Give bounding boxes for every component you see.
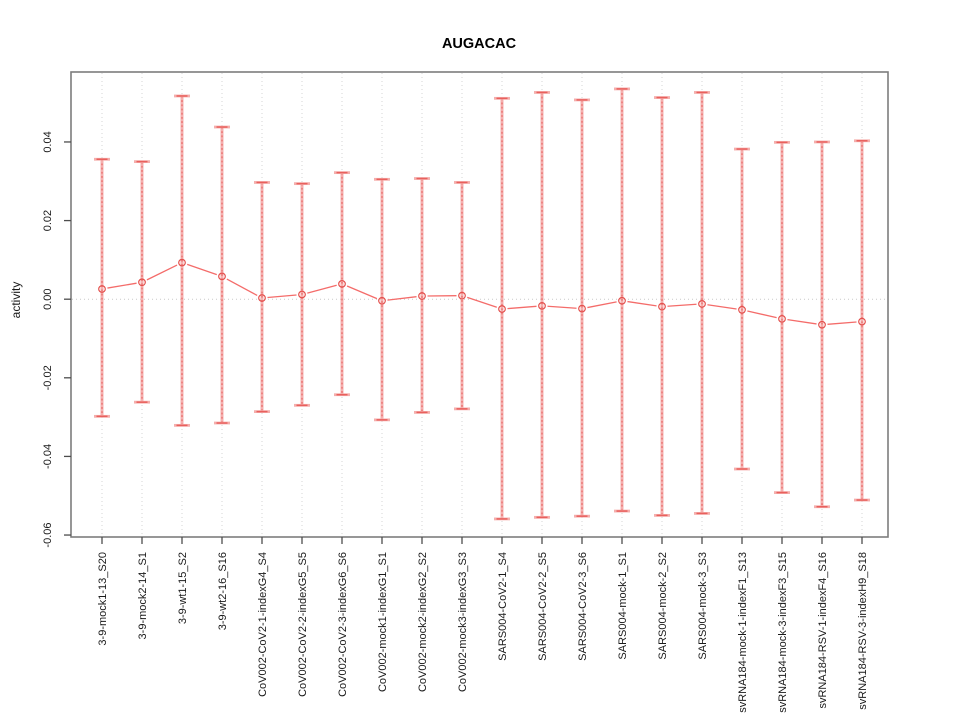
plot-box [70,71,889,538]
y-axis-label: activity [9,282,23,319]
x-tick-label: 3-9-wt1-15_S2 [177,552,189,624]
connect-segment [146,264,178,281]
x-tick-label: 3-9-mock1-13_S20 [97,552,109,646]
connect-segment [107,282,137,289]
x-tick-label: SARS004-mock-3_S3 [697,552,709,660]
grid-layer [72,73,887,536]
y-tick-label: -0.06 [42,522,54,547]
chart-title: AUGACAC [442,36,517,52]
x-tick-label: CoV002-mock2-indexG2_S2 [417,552,429,692]
x-tick-label: SARS004-CoV2-1_S4 [497,552,509,661]
data-point [178,258,186,267]
x-tick-label: SARS004-CoV2-3_S6 [577,552,589,661]
x-tick-label: CoV002-CoV2-2-indexG5_S5 [297,552,309,697]
data-point [498,305,506,313]
y-tick-label: 0.00 [42,288,54,309]
connect-segment [507,305,537,310]
x-tick-label: 3-9-mock2-14_S1 [137,552,149,639]
data-point [698,300,706,308]
data-point [378,296,386,305]
y-tick-label: 0.02 [42,210,54,231]
x-tick-label: SARS004-mock-1_S1 [617,552,629,660]
data-point [858,317,866,326]
connect-segment [186,263,218,276]
connect-segment [707,304,737,310]
connect-segment [787,319,817,325]
data-point [818,320,826,329]
connect-line-layer [107,263,857,325]
data-point [578,304,586,313]
y-tick-label: -0.04 [42,444,54,469]
data-point [258,294,266,302]
data-point [658,302,666,311]
data-point [538,301,546,310]
y-tick-label: -0.02 [42,365,54,390]
connect-segment [307,284,337,294]
connect-segment [226,278,258,296]
x-tick-label: SARS004-CoV2-2_S5 [537,552,549,661]
data-point [458,291,466,300]
connect-segment [267,294,297,299]
connect-segment [627,300,657,307]
data-point [218,272,226,281]
x-tick-label: CoV002-mock3-indexG3_S3 [457,552,469,692]
x-tick-label: CoV002-CoV2-3-indexG6_S6 [337,552,349,697]
connect-segment [387,296,417,301]
data-point [138,278,146,287]
error-bars-layer [94,87,870,521]
data-point [338,279,346,288]
x-tick-label: SARS004-mock-2_S2 [657,552,669,660]
connect-segment [587,301,617,309]
connect-segment [547,305,577,309]
x-tick-label: svRNA184-RSV-1-indexF4_S16 [817,552,829,709]
connect-segment [346,285,378,300]
connect-segment [827,321,857,325]
x-tick-label: CoV002-CoV2-1-indexG4_S4 [257,552,269,697]
connect-segment [467,296,497,308]
connect-segment [667,303,697,307]
x-tick-label: CoV002-mock1-indexG1_S1 [377,552,389,692]
x-tick-label: svRNA184-mock-3-indexF3_S15 [777,552,789,713]
data-points-layer [98,258,866,329]
data-point [298,290,306,299]
data-point [618,296,626,305]
x-tick-label: 3-9-wt2-16_S16 [217,552,229,630]
data-point [778,314,786,323]
y-tick-label: 0.04 [42,131,54,152]
data-point [738,305,746,314]
x-tick-label: svRNA184-RSV-3-indexH9_S18 [857,552,869,710]
data-point [418,292,426,300]
connect-segment [747,310,777,319]
x-tick-label: svRNA184-mock-1-indexF1_S13 [737,552,749,713]
axes-layer: 0.04 0.02 0.00 -0.02 -0.04 -0.06 3-9-mock1-13_… [42,71,889,713]
data-point [98,285,106,293]
